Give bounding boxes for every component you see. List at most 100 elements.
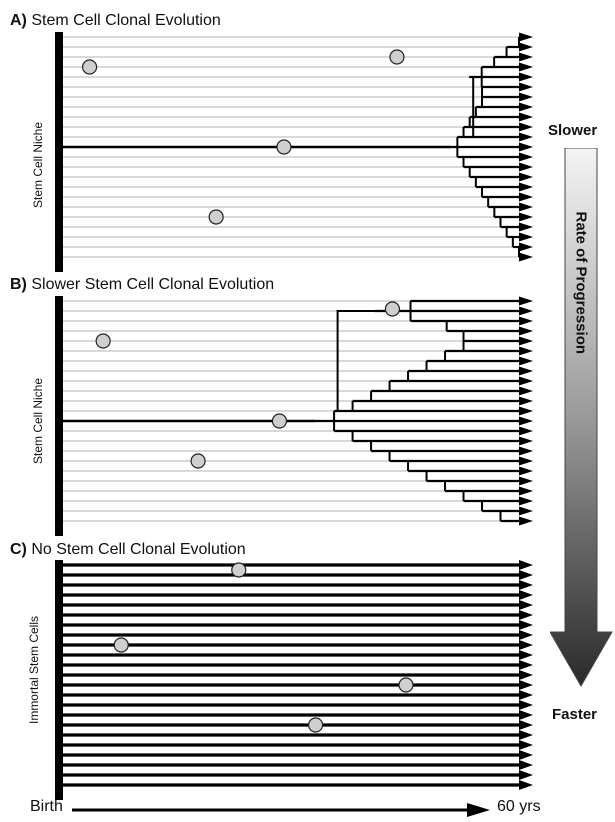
panel-b-side-label: Stem Cell Niche — [31, 377, 45, 465]
lineage-arrowhead — [519, 780, 533, 790]
lineage-arrowhead — [519, 426, 533, 436]
lineage-arrowhead — [519, 72, 533, 82]
lineage-arrowhead — [519, 750, 533, 760]
mutation-dot — [276, 139, 292, 155]
lineage-arrowhead — [519, 396, 533, 406]
mutation-dot — [113, 637, 129, 653]
lineage-arrowhead — [519, 376, 533, 386]
rate-of-progression-label: Rate of Progression — [572, 211, 590, 355]
panel-a-title: A) Stem Cell Clonal Evolution — [10, 12, 221, 30]
panel-a-letter: A) — [10, 12, 27, 29]
lineage-arrowhead — [519, 242, 533, 252]
lineage-arrowhead — [519, 62, 533, 72]
lineage-arrowhead — [519, 700, 533, 710]
lineage-arrowhead — [519, 82, 533, 92]
lineage-arrowhead — [519, 316, 533, 326]
mutation-dot — [271, 413, 288, 429]
niche-wall — [55, 296, 63, 536]
lineage-arrowhead — [519, 590, 533, 600]
panel-c-diagram — [55, 560, 533, 800]
time-axis-start-label: Birth — [30, 798, 63, 815]
panel-b-title-text: Slower Stem Cell Clonal Evolution — [31, 276, 275, 293]
lineage-arrowhead — [519, 252, 533, 262]
mutation-dot — [308, 717, 324, 733]
panel-a-diagram — [55, 32, 533, 272]
lineage-arrowhead — [519, 506, 533, 516]
lineage-arrowhead — [519, 720, 533, 730]
subclone-connector — [336, 310, 375, 411]
rate-faster-label: Faster — [552, 706, 598, 723]
lineage-arrowhead — [519, 386, 533, 396]
lineage-arrowhead — [519, 336, 533, 346]
lineage-arrowhead — [519, 620, 533, 630]
lineage-arrowhead — [519, 326, 533, 336]
lineage-arrowhead — [519, 446, 533, 456]
lineage-arrowhead — [519, 580, 533, 590]
time-axis-arrow — [72, 803, 490, 817]
lineage-arrowhead — [519, 730, 533, 740]
mutation-dot — [398, 677, 414, 693]
lineage-arrowhead — [519, 32, 533, 42]
lineage-arrowhead — [519, 42, 533, 52]
panel-b-diagram — [55, 296, 533, 536]
lineage-arrowhead — [519, 52, 533, 62]
lineage-arrowhead — [519, 416, 533, 426]
lineage-arrowhead — [519, 650, 533, 660]
lineage-arrowhead — [519, 640, 533, 650]
lineage-arrowhead — [519, 630, 533, 640]
lineage-arrowhead — [519, 660, 533, 670]
lineage-arrowhead — [519, 610, 533, 620]
mutation-dot — [95, 333, 111, 349]
lineage-arrowhead — [519, 202, 533, 212]
mutation-dot — [389, 49, 405, 65]
lineage-arrowhead — [519, 770, 533, 780]
lineage-arrowhead — [519, 222, 533, 232]
panel-c-title-text: No Stem Cell Clonal Evolution — [31, 541, 246, 558]
lineage-arrowhead — [519, 740, 533, 750]
panel-a-title-text: Stem Cell Clonal Evolution — [31, 12, 221, 29]
rate-arrow — [550, 148, 613, 688]
panel-c-side-label: Immortal Stem Cells — [27, 615, 41, 725]
lineage-arrowhead — [519, 570, 533, 580]
lineage-arrowhead — [519, 112, 533, 122]
lineage-arrowhead — [519, 142, 533, 152]
lineage-arrowhead — [519, 486, 533, 496]
mutation-dot — [190, 453, 206, 469]
lineage-arrowhead — [519, 710, 533, 720]
lineage-arrowhead — [519, 192, 533, 202]
lineage-arrowhead — [519, 760, 533, 770]
lineage-arrowhead — [519, 212, 533, 222]
lineage-arrowhead — [519, 436, 533, 446]
lineage-arrowhead — [519, 296, 533, 306]
rate-slower-label: Slower — [548, 122, 598, 139]
panel-c-letter: C) — [10, 541, 27, 558]
lineage-arrowhead — [519, 122, 533, 132]
lineage-arrowhead — [519, 306, 533, 316]
lineage-arrowhead — [519, 172, 533, 182]
lineage-arrowhead — [519, 496, 533, 506]
lineage-arrowhead — [519, 560, 533, 570]
lineage-arrowhead — [519, 366, 533, 376]
time-axis-end-label: 60 yrs — [497, 798, 541, 815]
lineage-arrowhead — [519, 232, 533, 242]
mutation-dot — [231, 562, 247, 578]
lineage-arrowhead — [519, 132, 533, 142]
mutation-dot — [208, 209, 224, 225]
lineage-arrowhead — [519, 476, 533, 486]
lineage-arrowhead — [519, 600, 533, 610]
lineage-arrowhead — [519, 152, 533, 162]
panel-b-title: B) Slower Stem Cell Clonal Evolution — [10, 276, 274, 294]
lineage-arrowhead — [519, 680, 533, 690]
panel-a-side-label: Stem Cell Niche — [31, 121, 45, 209]
panel-b-letter: B) — [10, 276, 27, 293]
lineage-arrowhead — [519, 456, 533, 466]
lineage-arrowhead — [519, 406, 533, 416]
lineage-arrowhead — [519, 690, 533, 700]
lineage-arrowhead — [519, 356, 533, 366]
lineage-arrowhead — [519, 92, 533, 102]
niche-wall — [55, 560, 63, 800]
lineage-arrowhead — [519, 466, 533, 476]
lineage-arrowhead — [519, 516, 533, 526]
lineage-arrowhead — [519, 346, 533, 356]
